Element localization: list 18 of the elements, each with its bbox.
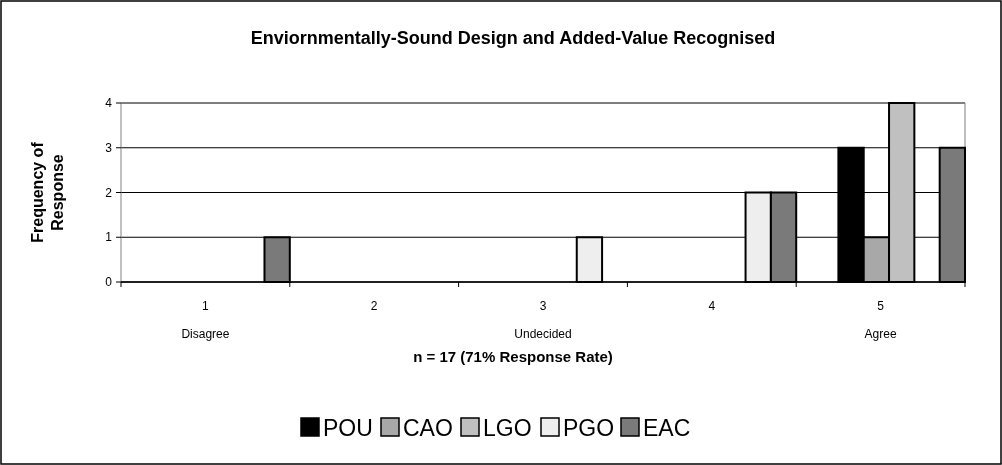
legend-label: LGO [483, 415, 532, 442]
legend-label: PGO [563, 415, 615, 442]
x-tick-label: 4 [708, 299, 716, 313]
chart-title: Enviornmentally-Sound Design and Added-Value Recognised [250, 28, 776, 48]
x-axis-title: n = 17 (71% Response Rate) [413, 348, 613, 365]
y-tick-label: 2 [105, 185, 113, 200]
legend-label: EAC [643, 415, 691, 442]
legend-label: POU [323, 415, 373, 442]
y-axis-title: Frequency of Response [29, 141, 66, 243]
y-tick-label: 0 [105, 275, 113, 290]
x-tick-label: 3 Undecided [514, 299, 572, 341]
x-tick-label: 2 [370, 299, 378, 313]
y-tick-label: 4 [105, 96, 113, 111]
y-tick-label: 3 [105, 140, 113, 155]
x-tick-label: 5 Agree [864, 299, 897, 341]
x-tick-label: 1 Disagree [181, 299, 230, 341]
legend-label: CAO [403, 415, 453, 442]
y-tick-label: 1 [105, 230, 113, 245]
